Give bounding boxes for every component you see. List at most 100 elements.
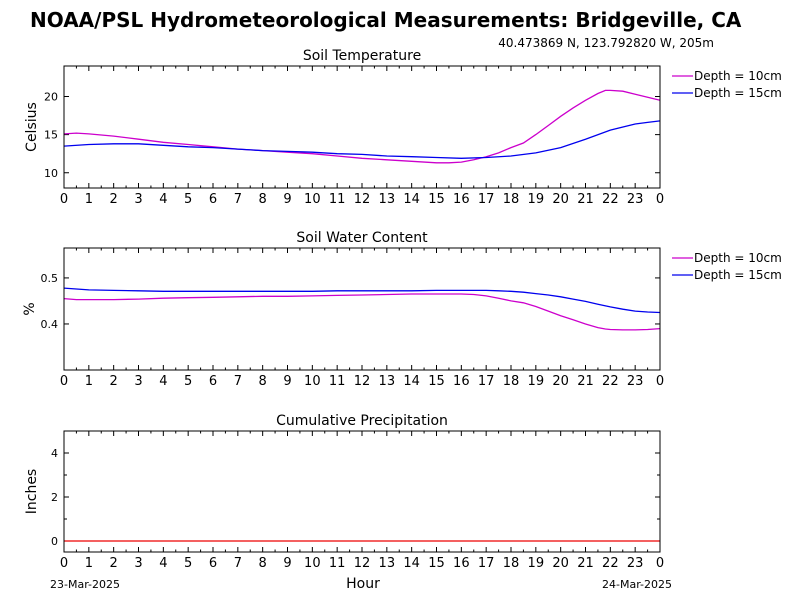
x-tick-label: 5 (184, 374, 192, 389)
x-tick-label: 14 (403, 192, 420, 207)
x-tick-label: 20 (552, 556, 569, 571)
x-tick-label: 6 (209, 374, 217, 389)
x-tick-label: 19 (528, 192, 545, 207)
x-tick-label: 19 (528, 556, 545, 571)
x-tick-label: 15 (428, 374, 445, 389)
x-tick-label: 4 (159, 192, 167, 207)
x-tick-label: 21 (577, 374, 594, 389)
x-tick-label: 14 (403, 556, 420, 571)
x-tick-label: 16 (453, 192, 470, 207)
x-tick-label: 0 (656, 374, 664, 389)
panel-title: Soil Temperature (303, 48, 421, 64)
y-tick-label: 2 (51, 491, 58, 504)
x-tick-label: 22 (602, 192, 619, 207)
y-axis-label: Inches (24, 469, 40, 514)
x-tick-label: 12 (354, 374, 371, 389)
x-tick-label: 1 (85, 556, 93, 571)
x-tick-label: 17 (478, 192, 495, 207)
location-label: 40.473869 N, 123.792820 W, 205m (498, 36, 714, 50)
x-tick-label: 21 (577, 192, 594, 207)
x-tick-label: 13 (379, 374, 396, 389)
panel-soil-water-content: Soil Water Content%0 1 2 3 4 5 6 7 8 9 10 11 12 13 14 1… (22, 230, 782, 389)
x-tick-label: 3 (134, 556, 142, 571)
x-tick-label: 0 (60, 556, 68, 571)
start-date-label: 23-Mar-2025 (50, 578, 120, 591)
chart-title: NOAA/PSL Hydrometeorological Measurement… (30, 8, 742, 32)
x-tick-label: 12 (354, 192, 371, 207)
x-tick-label: 11 (329, 556, 346, 571)
series-line-depth-10cm (63, 89, 661, 164)
x-tick-label: 9 (283, 374, 291, 389)
x-tick-label: 10 (304, 192, 321, 207)
x-tick-label: 0 (656, 192, 664, 207)
x-tick-label: 12 (354, 556, 371, 571)
x-tick-label: 2 (110, 556, 118, 571)
series-line-depth-15cm (63, 120, 661, 159)
x-tick-label: 15 (428, 192, 445, 207)
x-tick-label: 23 (627, 192, 644, 207)
x-tick-label: 5 (184, 556, 192, 571)
y-axis-label: Celsius (24, 102, 40, 152)
x-tick-label: 11 (329, 374, 346, 389)
end-date-label: 24-Mar-2025 (602, 578, 672, 591)
x-tick-label: 2 (110, 374, 118, 389)
x-tick-label: 13 (379, 556, 396, 571)
x-tick-label: 7 (234, 556, 242, 571)
x-tick-label: 10 (304, 556, 321, 571)
y-tick-label: 0 (51, 535, 58, 548)
y-tick-label: 0.5 (41, 272, 59, 285)
x-tick-label: 1 (85, 374, 93, 389)
x-tick-label: 19 (528, 374, 545, 389)
x-tick-label: 21 (577, 556, 594, 571)
x-tick-label: 8 (259, 192, 267, 207)
x-tick-label: 18 (503, 556, 520, 571)
y-tick-label: 10 (44, 167, 58, 180)
plot-frame (63, 247, 661, 371)
x-tick-label: 20 (552, 192, 569, 207)
x-tick-label: 16 (453, 556, 470, 571)
x-tick-label: 14 (403, 374, 420, 389)
x-tick-label: 18 (503, 192, 520, 207)
x-tick-label: 3 (134, 374, 142, 389)
x-tick-label: 0 (60, 374, 68, 389)
legend-label: Depth = 15cm (694, 268, 782, 282)
x-tick-label: 0 (656, 556, 664, 571)
y-tick-label: 4 (51, 447, 58, 460)
x-tick-label: 17 (478, 556, 495, 571)
x-tick-label: 22 (602, 556, 619, 571)
x-tick-label: 2 (110, 192, 118, 207)
x-tick-label: 17 (478, 374, 495, 389)
x-tick-label: 7 (234, 192, 242, 207)
y-axis-label: % (22, 302, 38, 315)
x-tick-label: 1 (85, 192, 93, 207)
x-tick-label: 11 (329, 192, 346, 207)
x-tick-label: 15 (428, 556, 445, 571)
legend-label: Depth = 10cm (694, 251, 782, 265)
x-tick-label: 13 (379, 192, 396, 207)
panel-title: Soil Water Content (296, 230, 428, 246)
x-axis-label: Hour (346, 576, 380, 592)
x-tick-label: 9 (283, 192, 291, 207)
x-tick-label: 4 (159, 556, 167, 571)
series-line-depth-15cm (63, 287, 661, 314)
x-tick-label: 22 (602, 374, 619, 389)
x-tick-label: 8 (259, 374, 267, 389)
plot-frame (63, 65, 661, 189)
x-tick-label: 16 (453, 374, 470, 389)
x-tick-label: 6 (209, 556, 217, 571)
x-tick-label: 3 (134, 192, 142, 207)
x-tick-label: 6 (209, 192, 217, 207)
y-tick-label: 15 (44, 129, 58, 142)
x-tick-label: 9 (283, 556, 291, 571)
x-tick-label: 23 (627, 556, 644, 571)
series-line-depth-10cm (63, 293, 661, 331)
x-tick-label: 0 (60, 192, 68, 207)
x-tick-label: 20 (552, 374, 569, 389)
y-tick-label: 0.4 (41, 318, 59, 331)
x-tick-label: 8 (259, 556, 267, 571)
x-tick-label: 7 (234, 374, 242, 389)
x-tick-label: 18 (503, 374, 520, 389)
